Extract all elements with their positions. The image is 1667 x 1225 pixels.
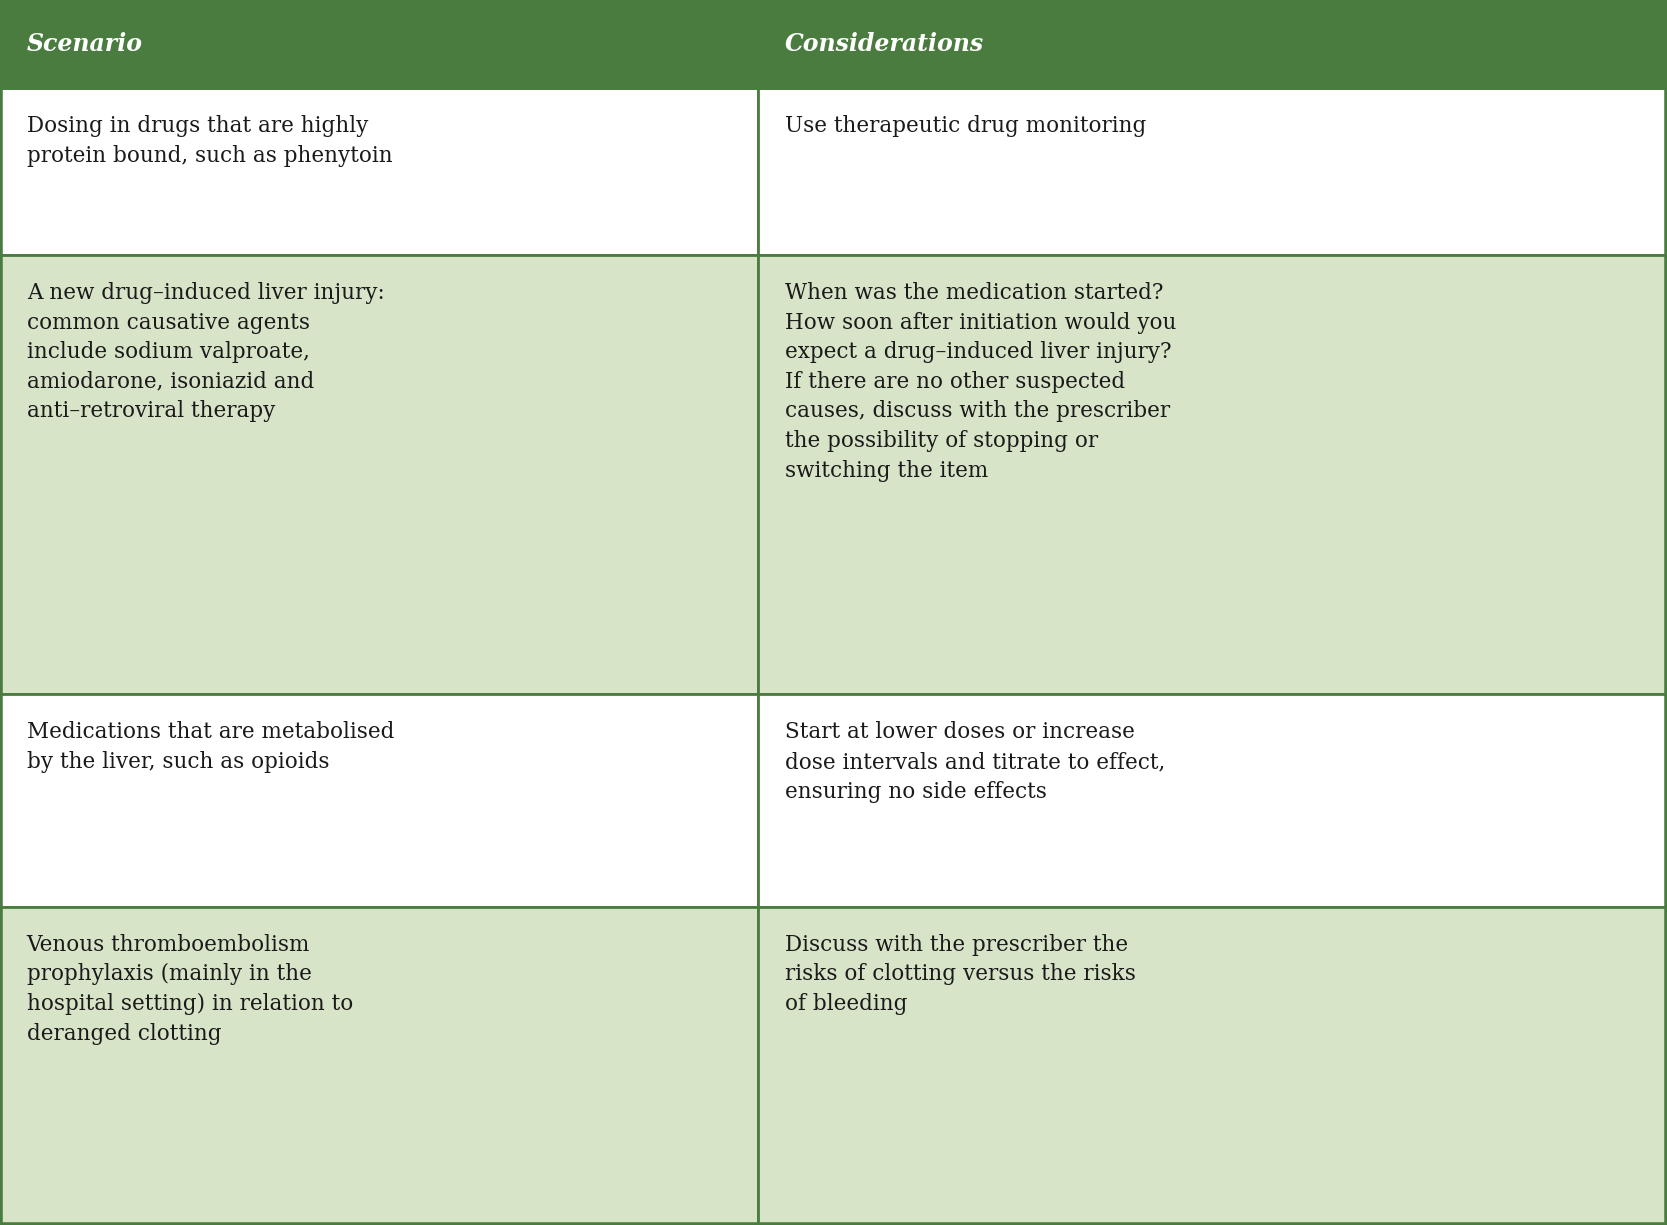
Bar	[0, 906, 758, 1225]
Bar	[0, 88, 758, 255]
Bar	[758, 695, 1667, 906]
Text: Use therapeutic drug monitoring: Use therapeutic drug monitoring	[785, 115, 1147, 137]
Text: When was the medication started?
How soon after initiation would you
expect a dr: When was the medication started? How soo…	[785, 282, 1177, 481]
Text: Discuss with the prescriber the
risks of clotting versus the risks
of bleeding: Discuss with the prescriber the risks of…	[785, 933, 1135, 1016]
Text: A new drug–induced liver injury:
common causative agents
include sodium valproat: A new drug–induced liver injury: common …	[27, 282, 385, 423]
Text: Scenario: Scenario	[27, 32, 143, 56]
Bar	[0, 255, 758, 695]
Text: Venous thromboembolism
prophylaxis (mainly in the
hospital setting) in relation : Venous thromboembolism prophylaxis (main…	[27, 933, 353, 1045]
Text: Considerations: Considerations	[785, 32, 984, 56]
Bar	[758, 255, 1667, 695]
Text: Start at lower doses or increase
dose intervals and titrate to effect,
ensuring : Start at lower doses or increase dose in…	[785, 722, 1165, 802]
Bar	[0, 695, 758, 906]
Text: Medications that are metabolised
by the liver, such as opioids: Medications that are metabolised by the …	[27, 722, 393, 773]
Bar	[758, 88, 1667, 255]
Text: Dosing in drugs that are highly
protein bound, such as phenytoin: Dosing in drugs that are highly protein …	[27, 115, 392, 167]
Bar	[0, 0, 1667, 88]
Bar	[758, 906, 1667, 1225]
